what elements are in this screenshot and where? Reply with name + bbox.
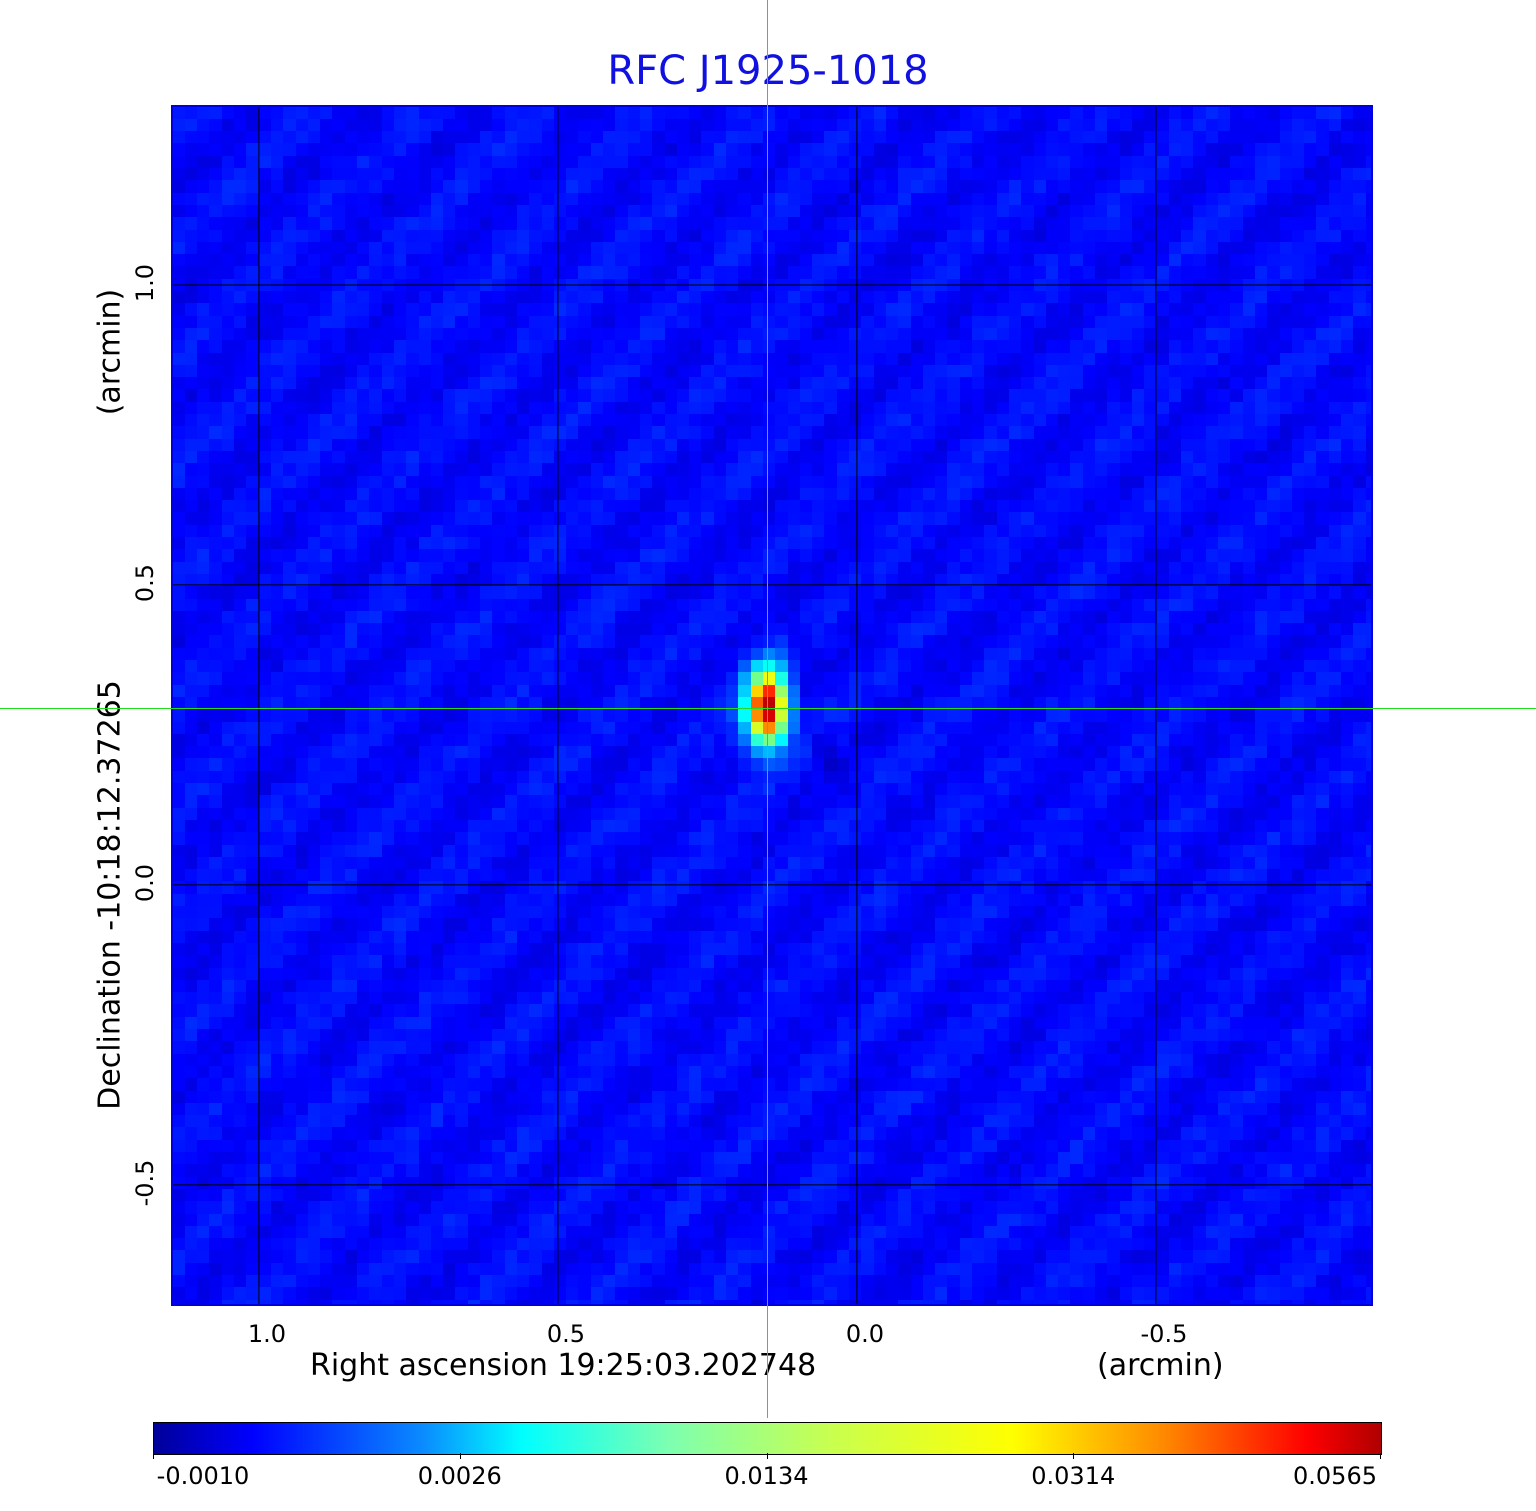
image-plot-area[interactable]	[171, 105, 1373, 1306]
colorbar	[153, 1422, 1382, 1455]
colorbar-tick	[1073, 1453, 1075, 1459]
colorbar-tick	[459, 1453, 461, 1459]
colorbar-tick-label: 0.0134	[724, 1462, 809, 1490]
y-axis-unit: (arcmin)	[92, 288, 128, 416]
colorbar-tick-label: 0.0026	[417, 1462, 502, 1490]
colorbar-tick	[766, 1453, 768, 1459]
colorbar-tick	[1380, 1453, 1381, 1459]
crosshair-horizontal	[0, 708, 1536, 709]
intensity-map	[173, 107, 1371, 1304]
colorbar-tick-label: 0.0314	[1031, 1462, 1116, 1490]
chart-title: RFC J1925-1018	[607, 48, 929, 94]
crosshair-vertical	[767, 0, 768, 1418]
colorbar-tick-label: -0.0010	[156, 1462, 250, 1490]
y-axis-label: Declination -10:18:12.37265	[92, 680, 128, 1110]
x-tick-label: 1.0	[247, 1320, 286, 1348]
y-tick-label: -0.5	[131, 1159, 159, 1207]
colorbar-tick	[153, 1453, 154, 1459]
x-tick-label: -0.5	[1140, 1320, 1188, 1348]
y-tick-label: 1.0	[131, 263, 159, 303]
y-tick-label: 0.0	[131, 863, 159, 902]
x-tick-label: 0.5	[546, 1320, 585, 1348]
grid-lines	[173, 107, 1371, 1304]
colorbar-tick-label: 0.0565	[1293, 1462, 1377, 1490]
x-tick-label: 0.0	[845, 1320, 884, 1348]
x-axis-label: Right ascension 19:25:03.202748	[310, 1348, 817, 1383]
y-tick-label: 0.5	[131, 563, 159, 602]
x-axis-unit: (arcmin)	[1097, 1348, 1224, 1383]
